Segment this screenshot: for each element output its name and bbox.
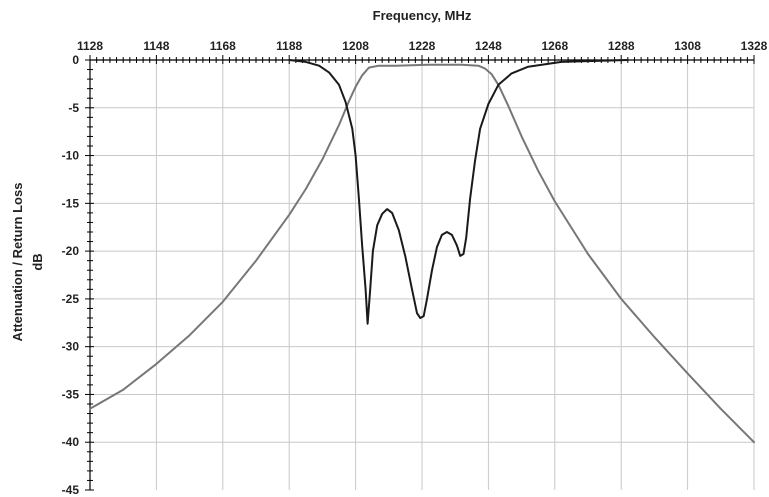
tick-labels: 1128 1148 1168 1188 1208 1228 1248 1268 1288 1308… (62, 39, 768, 497)
series-line-2 (288, 59, 629, 325)
y-axis-title-line1: Attenuation / Return Loss (10, 183, 25, 342)
axis-ticks (85, 55, 755, 491)
x-tick-label-1308: 1308 (674, 39, 701, 53)
y-tick-label--25: -25 (62, 292, 80, 306)
x-tick-label-1328: 1328 (741, 39, 768, 53)
y-tick-label-0: 0 (72, 53, 79, 67)
series-line-1 (89, 63, 755, 444)
y-tick-label--5: -5 (68, 101, 79, 115)
x-tick-label-1248: 1248 (475, 39, 502, 53)
x-tick-label-1168: 1168 (210, 39, 236, 53)
y-tick-label--40: -40 (62, 435, 80, 449)
x-tick-label-1148: 1148 (143, 39, 169, 53)
series-lines (89, 59, 755, 444)
axes (89, 59, 754, 490)
y-tick-label--20: -20 (62, 244, 80, 258)
y-tick-label--30: -30 (62, 340, 80, 354)
x-tick-label-1128: 1128 (77, 39, 103, 53)
x-tick-label-1268: 1268 (541, 39, 568, 53)
x-tick-label-1208: 1208 (342, 39, 369, 53)
y-tick-label--10: -10 (62, 149, 80, 163)
y-tick-label--45: -45 (62, 483, 80, 497)
x-tick-label-1228: 1228 (409, 39, 436, 53)
grid-lines (90, 60, 755, 490)
y-tick-label--35: -35 (62, 387, 80, 401)
y-tick-label--15: -15 (62, 196, 80, 210)
x-axis-title: Frequency, MHz (373, 8, 472, 23)
x-tick-label-1188: 1188 (276, 39, 302, 53)
y-axis-title-line2: dB (30, 253, 45, 270)
x-tick-label-1288: 1288 (608, 39, 635, 53)
